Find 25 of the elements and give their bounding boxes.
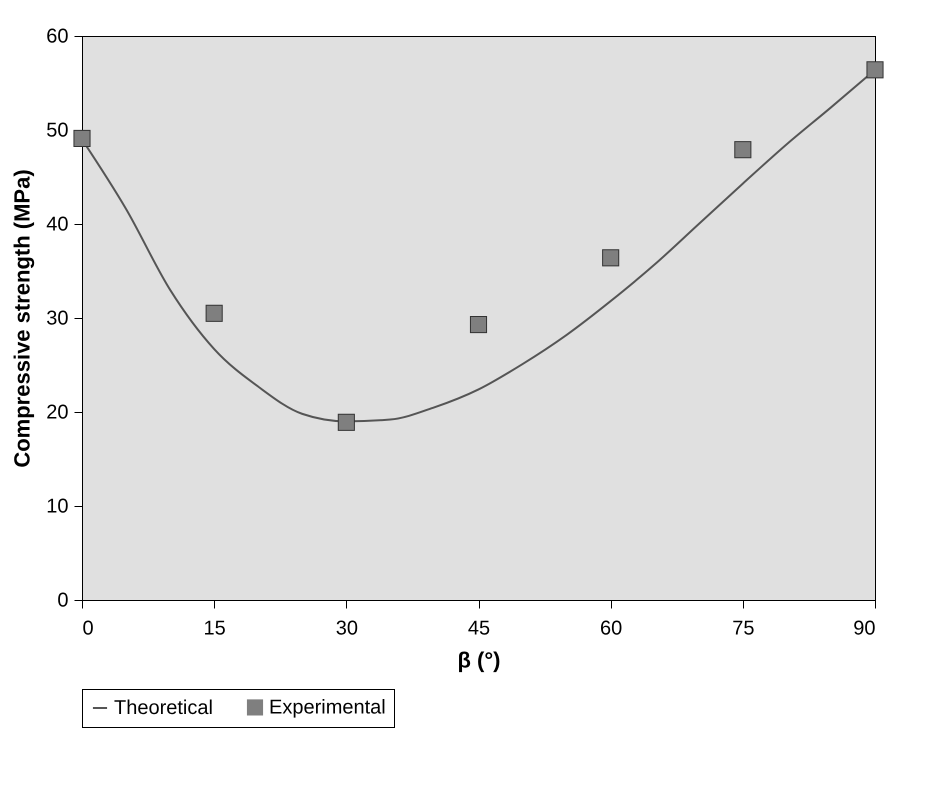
y-tick-label: 30	[46, 308, 68, 330]
x-tick-label: 60	[600, 618, 622, 640]
y-axis-title: Compressive strength (MPa)	[9, 169, 34, 468]
x-tick-label: 30	[336, 618, 358, 640]
x-tick-label: 15	[204, 618, 226, 640]
point	[602, 249, 620, 266]
y-tick-label: 50	[46, 120, 68, 142]
point	[866, 61, 884, 78]
point	[206, 304, 223, 322]
y-tick-label: 0	[57, 590, 68, 612]
x-tick-label: 75	[732, 618, 754, 640]
point	[338, 414, 355, 431]
y-tick-label: 60	[46, 26, 68, 48]
x-tick-label: 45	[468, 618, 490, 640]
point	[470, 316, 488, 334]
point	[734, 141, 752, 158]
legend-label: Theoretical	[114, 697, 213, 719]
x-tick-label: 90	[853, 618, 876, 640]
x-axis-title: β (°)	[458, 648, 500, 672]
legend-label: Experimental	[269, 696, 386, 718]
point	[73, 130, 91, 148]
y-tick-label: 40	[46, 214, 68, 236]
y-tick-label: 20	[46, 402, 68, 424]
y-tick-label: 10	[46, 496, 68, 518]
x-tick-label: 0	[82, 618, 94, 640]
